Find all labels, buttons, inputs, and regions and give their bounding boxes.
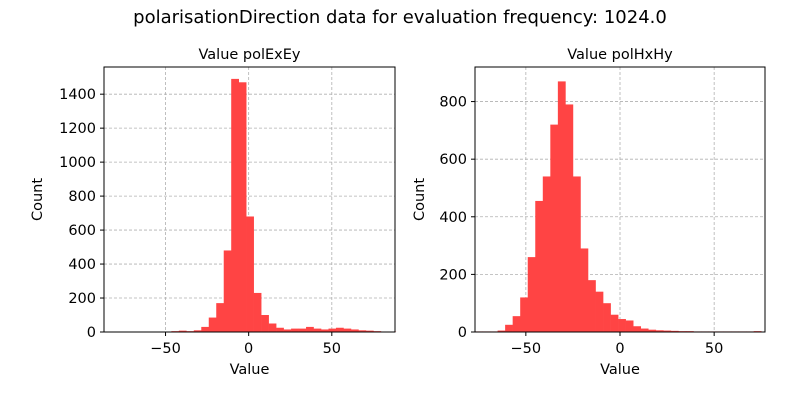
histogram-bar: [610, 314, 619, 332]
histogram-bar: [520, 297, 529, 332]
histogram-bar: [640, 328, 649, 332]
histogram-bar: [365, 330, 374, 332]
y-tick-label: 0: [458, 325, 467, 341]
histogram-bar: [633, 326, 642, 332]
axes-frame: [103, 66, 396, 333]
x-axis-label: Value: [600, 362, 640, 378]
histogram-bar: [223, 250, 232, 332]
x-tick-label: −50: [511, 341, 542, 357]
figure-title: polarisationDirection data for evaluatio…: [133, 7, 667, 28]
histogram-bar: [535, 200, 544, 332]
y-tick-label: 200: [68, 291, 96, 307]
histogram-bar: [625, 320, 634, 332]
histogram-bar: [670, 330, 679, 332]
histogram-bar: [550, 124, 559, 332]
x-tick-label: 50: [323, 341, 341, 357]
x-tick-label: 50: [705, 341, 723, 357]
histogram-bar: [261, 315, 269, 332]
histogram-bar: [321, 329, 329, 332]
histogram-bar: [276, 327, 284, 332]
histogram-bar: [350, 329, 359, 332]
histogram-bar: [542, 176, 551, 332]
histogram-bar: [238, 82, 247, 333]
histogram-bar: [253, 292, 262, 332]
y-tick-label: 1000: [59, 155, 96, 171]
y-tick-label: 0: [87, 325, 96, 341]
histogram-bar: [178, 330, 187, 332]
y-tick-label: 600: [68, 223, 96, 239]
histogram-bar: [648, 329, 657, 332]
histogram-bar: [313, 328, 322, 332]
histogram-bar: [595, 291, 604, 332]
x-axis-label: Value: [230, 362, 270, 378]
histogram-bar: [246, 216, 254, 332]
histogram-bar: [343, 328, 352, 332]
y-tick-label: 1400: [59, 87, 96, 103]
histogram-panel-polexey: 0 200 400 600 800 1000 1200 1400 −50 0 50 Value pol…: [30, 47, 397, 378]
histogram-bar: [505, 324, 513, 332]
histogram-bar: [618, 319, 626, 332]
histogram-panel-polhxhy: 0 200 400 600 800 −50 0 50 Value polHxHy Value Cou…: [412, 47, 766, 378]
histogram-bar: [497, 330, 506, 332]
histogram-bar: [193, 330, 202, 332]
axes-title: Value polExEy: [198, 47, 300, 63]
histogram-bar: [283, 329, 292, 332]
histogram-bar: [231, 78, 239, 333]
axes-title: Value polHxHy: [567, 47, 673, 63]
x-tick-label: 0: [615, 341, 624, 357]
x-tick-label: −50: [150, 341, 181, 357]
histogram-bar: [663, 330, 672, 332]
y-tick-label: 800: [68, 189, 96, 205]
histogram-bar: [655, 330, 664, 332]
histogram-bar: [335, 327, 344, 332]
histogram-bar: [306, 326, 314, 332]
histogram-bar: [208, 317, 217, 332]
histogram-bar: [201, 326, 210, 332]
histogram-bar: [603, 303, 611, 332]
y-tick-label: 400: [68, 257, 96, 273]
histogram-bar: [298, 328, 307, 332]
histogram-bar: [291, 328, 299, 332]
y-tick-label: 1200: [59, 121, 96, 137]
y-axis-label: Count: [30, 178, 46, 221]
histogram-bar: [216, 303, 225, 332]
y-tick-label: 600: [439, 152, 467, 168]
histogram-bar: [565, 104, 574, 333]
y-tick-label: 400: [439, 210, 467, 226]
histogram-bar: [268, 323, 277, 332]
y-axis-label: Count: [412, 178, 428, 221]
y-tick-label: 800: [439, 95, 467, 111]
histogram-bar: [557, 81, 566, 332]
histogram-bar: [527, 257, 536, 332]
histogram-bar: [358, 330, 367, 332]
histogram-bar: [580, 248, 589, 332]
y-tick-label: 200: [439, 267, 467, 283]
x-tick-label: 0: [244, 341, 253, 357]
histogram-bar: [572, 176, 581, 332]
histogram-bar: [512, 316, 521, 332]
histogram-bar: [328, 328, 337, 332]
histogram-bar: [587, 280, 596, 332]
